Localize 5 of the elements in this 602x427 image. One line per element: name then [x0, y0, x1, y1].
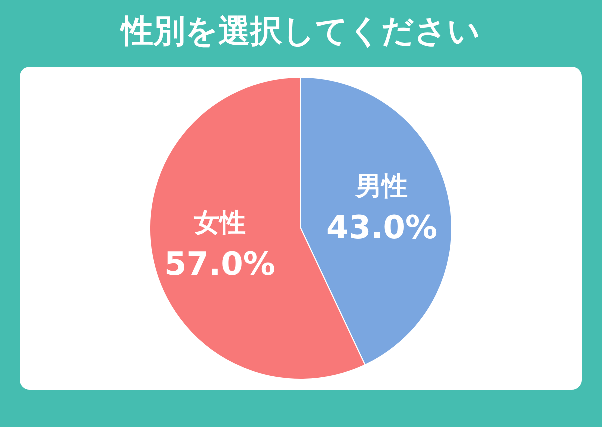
slice-label: 男性	[355, 172, 408, 202]
data-label: 43.0%	[326, 208, 438, 247]
chart-title: 性別を選択してください	[119, 11, 482, 52]
data-label: 57.0%	[164, 244, 276, 283]
slice-label: 女性	[192, 208, 246, 238]
